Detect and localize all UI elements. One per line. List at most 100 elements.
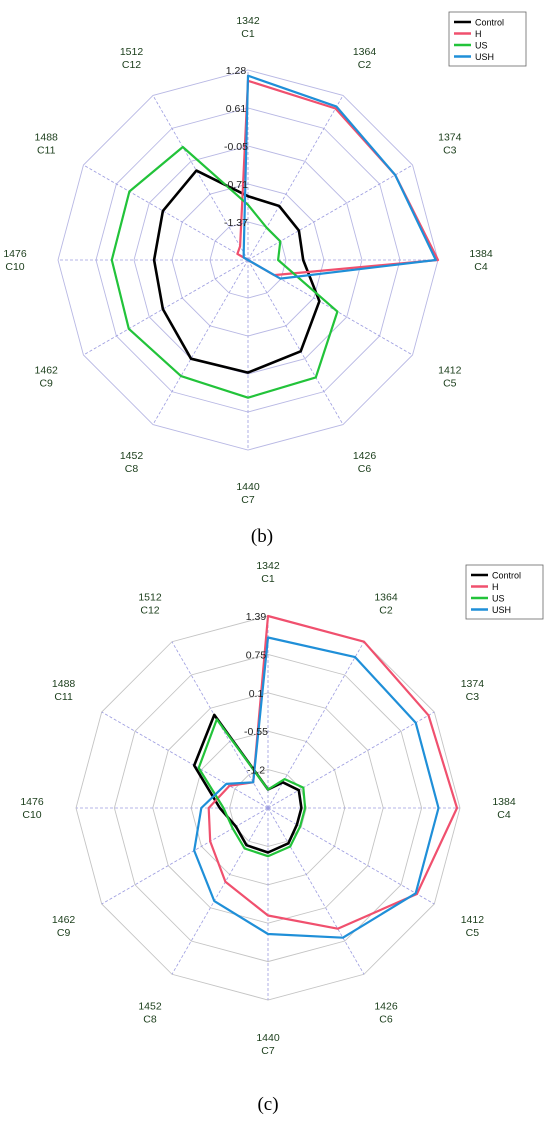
grid-ring (229, 769, 307, 847)
axis-sublabel-c8: C8 (125, 463, 139, 475)
axis-sublabel-c10: C10 (5, 261, 24, 273)
axis-label-c9: 1462 (35, 365, 59, 377)
r-tick-label: 1.28 (226, 65, 247, 77)
legend-label-control: Control (475, 18, 504, 28)
axis-label-c1: 1342 (256, 560, 280, 572)
r-tick-label: -0.05 (224, 141, 248, 153)
grid-ring (133, 145, 363, 375)
axis-sublabel-c1: C1 (241, 28, 255, 40)
axis-label-c7: 1440 (236, 481, 260, 493)
axis-spoke (171, 807, 269, 975)
axis-spoke (247, 259, 344, 425)
axis-sublabel-c4: C4 (497, 809, 511, 821)
r-tick-label: 0.75 (246, 649, 267, 661)
legend-label-ush: USH (475, 52, 494, 62)
axis-label-c11: 1488 (52, 678, 76, 690)
axis-label-c6: 1426 (374, 1000, 398, 1012)
axis-label-c5: 1412 (461, 914, 485, 926)
axis-label-c3: 1374 (438, 132, 462, 144)
grid (57, 69, 439, 451)
axis-spoke (267, 807, 435, 905)
axis-label-c6: 1426 (353, 450, 377, 462)
legend-label-h: H (475, 29, 482, 39)
axis-spoke (152, 259, 249, 425)
axis-sublabel-c7: C7 (241, 494, 255, 506)
axis-label-c5: 1412 (438, 365, 462, 377)
axis-sublabel-c2: C2 (358, 59, 372, 71)
r-tick-label: -0.55 (244, 726, 268, 738)
axis-label-c1: 1342 (236, 15, 260, 27)
axis-sublabel-c11: C11 (37, 145, 56, 157)
series-us-line (197, 718, 307, 858)
axis-label-c2: 1364 (353, 46, 377, 58)
axis-sublabel-c9: C9 (57, 927, 71, 939)
r-tick-label: -0.71 (224, 179, 248, 191)
axis-label-c12: 1512 (138, 592, 162, 604)
axis-sublabel-c6: C6 (379, 1013, 393, 1025)
axis-spoke (83, 164, 249, 261)
axis-label-c2: 1364 (374, 592, 398, 604)
grid-ring (57, 69, 439, 451)
axis-sublabel-c7: C7 (261, 1045, 275, 1057)
panel-caption: (b) (251, 526, 273, 547)
axis-sublabel-c6: C6 (358, 463, 372, 475)
series-control-line (192, 713, 303, 854)
panel-caption: (c) (257, 1094, 278, 1115)
axis-sublabel-c5: C5 (466, 927, 480, 939)
axis-label-c8: 1452 (138, 1000, 162, 1012)
r-tick-label: 0.1 (249, 688, 264, 700)
series-group (110, 74, 440, 399)
axis-sublabel-c8: C8 (143, 1013, 157, 1025)
axis-label-c10: 1476 (20, 796, 44, 808)
axis-spoke (267, 807, 365, 975)
series-ush-line (242, 74, 437, 280)
axis-spoke (101, 807, 269, 905)
axis-sublabel-c10: C10 (22, 809, 41, 821)
axis-sublabel-c12: C12 (122, 59, 141, 71)
axis-sublabel-c4: C4 (474, 261, 488, 273)
axis-label-c12: 1512 (120, 46, 144, 58)
axis-spoke (101, 711, 269, 809)
series-group (192, 614, 459, 939)
axis-sublabel-c5: C5 (443, 378, 457, 390)
axis-label-c10: 1476 (3, 248, 27, 260)
axis-label-c11: 1488 (35, 132, 59, 144)
axis-label-c3: 1374 (461, 678, 485, 690)
series-h-line (207, 614, 459, 930)
axis-label-c4: 1384 (469, 248, 493, 260)
radar-chart-b: 1.280.61-0.05-0.71-1.371342C11364C21374C… (3, 11, 527, 547)
legend-label-us: US (475, 41, 488, 51)
grid (75, 615, 461, 1001)
axis-spoke (83, 259, 249, 356)
axis-sublabel-c9: C9 (39, 378, 53, 390)
legend-label-h: H (492, 582, 499, 592)
axis-sublabel-c3: C3 (466, 691, 480, 703)
r-tick-label: 1.39 (246, 611, 267, 623)
r-tick-label: -1.2 (247, 765, 265, 777)
axis-sublabel-c2: C2 (379, 605, 393, 617)
axis-sublabel-c1: C1 (261, 573, 275, 585)
axis-spoke (247, 95, 344, 261)
legend-label-ush: USH (492, 605, 511, 615)
axis-label-c4: 1384 (492, 796, 516, 808)
r-tick-label: 0.61 (226, 103, 247, 115)
series-control-line (152, 169, 321, 374)
axis-spoke (267, 711, 435, 809)
axis-label-c9: 1462 (52, 914, 76, 926)
axis-label-c7: 1440 (256, 1032, 280, 1044)
axis-spoke (152, 95, 249, 261)
r-tick-label: -1.37 (224, 217, 248, 229)
axis-label-c8: 1452 (120, 450, 144, 462)
series-h-line (236, 79, 440, 277)
axis-sublabel-c12: C12 (140, 605, 159, 617)
axis-sublabel-c3: C3 (443, 145, 457, 157)
legend-label-us: US (492, 594, 505, 604)
series-ush-line (193, 636, 440, 939)
axis-sublabel-c11: C11 (54, 691, 73, 703)
axis-spoke (247, 164, 413, 261)
series-us-line (110, 145, 339, 399)
legend-label-control: Control (492, 571, 521, 581)
